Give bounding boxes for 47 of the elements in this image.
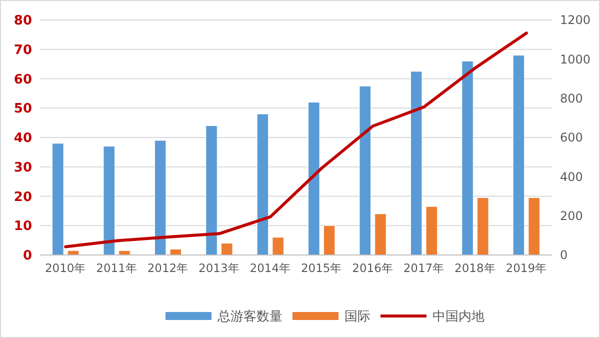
bar (528, 197, 540, 256)
bar (256, 114, 269, 256)
line-series (64, 32, 528, 248)
y2-tick-label: 0 (560, 248, 568, 262)
y2-tick-label: 600 (560, 130, 583, 145)
bar (426, 206, 438, 256)
x-tick-label: 2014年 (250, 261, 292, 275)
bar (323, 225, 336, 256)
bar (103, 146, 115, 256)
bar (462, 60, 474, 256)
x-tick-label: 2019年 (506, 261, 548, 275)
y2-tick-label: 1000 (560, 52, 591, 66)
y2-tick-label: 800 (560, 92, 583, 106)
bar (359, 86, 371, 256)
y-tick-label: 0 (22, 248, 32, 264)
y-tick-label: 30 (14, 160, 32, 176)
y-tick-label: 50 (14, 102, 32, 117)
legend-label: 国际 (344, 310, 370, 325)
bar (221, 243, 233, 256)
y-tick-label: 10 (14, 219, 32, 234)
y-tick-label: 60 (14, 72, 32, 88)
y2-tick-label: 200 (560, 209, 583, 224)
bar (206, 126, 218, 256)
bar (154, 140, 166, 256)
x-tick-label: 2012年 (147, 261, 189, 275)
bar (308, 102, 320, 256)
y-tick-label: 70 (14, 42, 32, 58)
x-tick-label: 2011年 (96, 261, 138, 275)
x-tick-label: 2016年 (352, 261, 394, 275)
x-tick-label: 2018年 (454, 261, 496, 275)
y2-tick-label: 1200 (560, 13, 591, 28)
legend-label: 总游客数量 (216, 308, 282, 325)
bar (52, 143, 64, 256)
bar (512, 55, 525, 256)
y2-tick-label: 400 (560, 170, 583, 184)
bar (410, 71, 422, 256)
x-tick-label: 2017年 (403, 261, 445, 275)
x-tick-label: 2013年 (198, 261, 240, 275)
x-tick-label: 2010年 (44, 261, 86, 275)
bar (477, 197, 489, 256)
y-tick-label: 40 (14, 131, 32, 146)
bar (272, 237, 284, 256)
y-tick-label: 80 (14, 14, 32, 29)
legend-label: 中国内地 (432, 310, 484, 325)
y-tick-label: 20 (14, 190, 32, 205)
bar (374, 214, 386, 256)
x-tick-label: 2015年 (300, 261, 342, 275)
